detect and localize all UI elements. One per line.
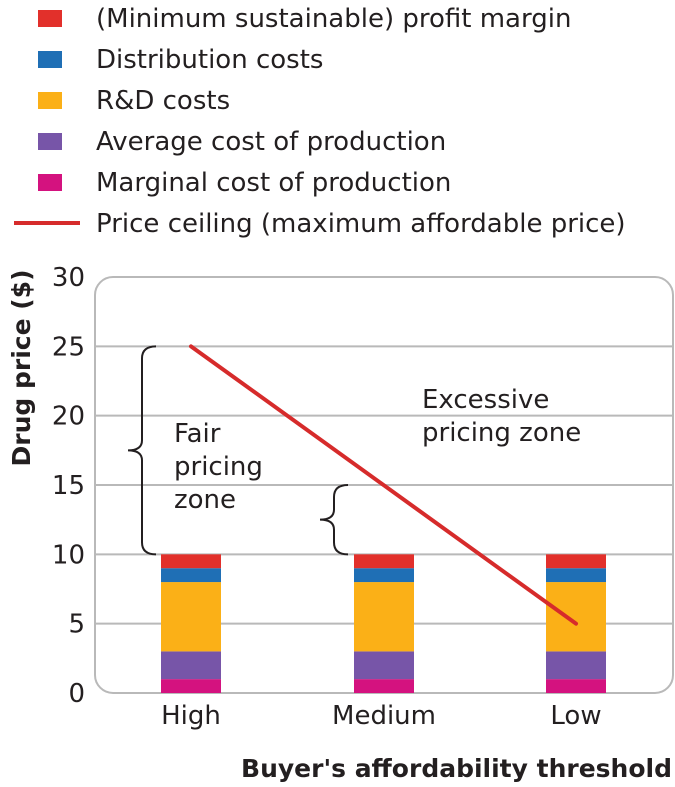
y-tick-label: 25 <box>52 332 85 362</box>
legend-swatch <box>38 133 62 150</box>
legend-swatch <box>38 10 62 27</box>
y-tick-label: 30 <box>52 263 85 293</box>
bar-segment <box>354 679 414 693</box>
legend-label: Distribution costs <box>96 45 323 75</box>
plot-area: Fair pricing zone Excessive pricing zone <box>94 276 674 694</box>
fair-zone-brace <box>127 345 157 556</box>
legend: (Minimum sustainable) profit margin Distr… <box>14 4 626 239</box>
annotations: Fair pricing zone Excessive pricing zone <box>127 345 581 556</box>
bar-segment <box>354 582 414 652</box>
y-tick-label: 20 <box>52 402 85 432</box>
bars <box>161 554 606 693</box>
bar-segment <box>546 568 606 583</box>
legend-label: R&D costs <box>96 86 230 116</box>
bar-segment <box>161 582 221 652</box>
legend-swatch <box>38 92 62 109</box>
legend-swatch <box>38 174 62 191</box>
bar-segment <box>546 651 606 680</box>
y-axis-ticks: 0 5 10 15 20 25 30 <box>52 263 85 709</box>
x-tick-label: High <box>161 701 221 731</box>
bar-segment <box>161 679 221 693</box>
fair-pricing-zone-label: Fair pricing zone <box>174 419 263 515</box>
bar-segment <box>546 679 606 693</box>
y-tick-label: 0 <box>68 679 85 709</box>
bar-segment <box>161 568 221 583</box>
price-ceiling-line-group <box>189 344 578 626</box>
x-axis-ticks: High Medium Low <box>161 701 601 731</box>
bar-segment <box>354 568 414 583</box>
excessive-pricing-zone-label: Excessive pricing zone <box>422 385 581 448</box>
bar-segment <box>161 651 221 680</box>
legend-swatch <box>38 51 62 68</box>
legend-label: Marginal cost of production <box>96 168 451 198</box>
legend-label: Average cost of production <box>96 127 446 157</box>
price-ceiling-line <box>189 344 578 626</box>
y-tick-label: 10 <box>52 540 85 570</box>
y-tick-label: 15 <box>52 471 85 501</box>
y-tick-label: 5 <box>68 610 85 640</box>
bar-segment <box>354 554 414 569</box>
legend-label: (Minimum sustainable) profit margin <box>96 4 571 34</box>
x-tick-label: Medium <box>332 701 436 731</box>
y-axis-title: Drug price ($) <box>7 270 36 467</box>
x-axis-title: Buyer's affordability threshold <box>241 754 672 783</box>
bar-segment <box>354 651 414 680</box>
bar-segment <box>161 554 221 569</box>
x-tick-label: Low <box>550 701 601 731</box>
bar-segment <box>546 554 606 569</box>
medium-zone-brace <box>319 484 349 556</box>
legend-label: Price ceiling (maximum affordable price) <box>96 209 626 239</box>
bar-segment <box>546 582 606 652</box>
